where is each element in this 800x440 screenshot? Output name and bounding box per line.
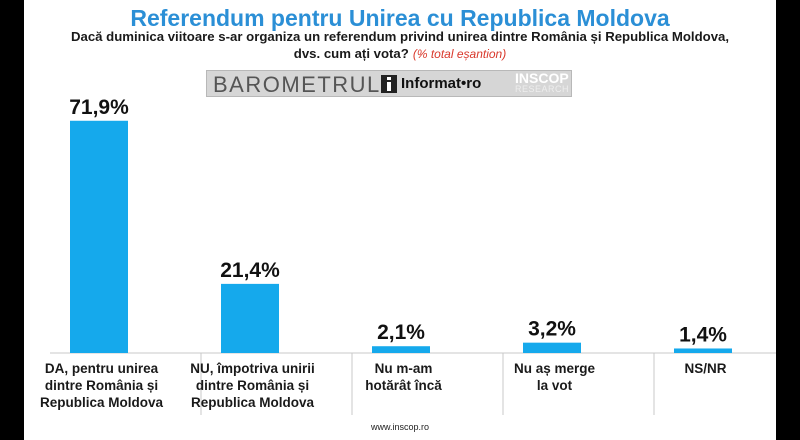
bar: [372, 346, 430, 353]
inscop-logo: INSCOP: [515, 70, 569, 86]
chart-card: Referendum pentru Unirea cu Republica Mo…: [24, 0, 776, 440]
category-label: NU, împotriva unirii dintre România și Rep…: [190, 361, 315, 410]
bar-value-label: 21,4%: [220, 259, 280, 282]
bar-value-label: 3,2%: [528, 318, 576, 341]
category-label: Nu m-am hotărât încă: [365, 361, 442, 393]
source-url: www.inscop.ro: [370, 422, 430, 432]
bar: [523, 342, 581, 353]
bar: [70, 120, 128, 353]
bar-value-label: 2,1%: [377, 321, 425, 344]
bar-value-label: 1,4%: [679, 323, 727, 346]
chart-question: Dacă duminica viitoare s-ar organiza un …: [64, 28, 736, 63]
bar: [221, 283, 279, 353]
informat-logo: Informat•ro: [401, 75, 482, 92]
category-labels: DA, pentru unirea dintre România și Republ…: [26, 360, 780, 420]
barometer-logo-text: BAROMETRUL: [213, 72, 381, 97]
info-icon: [381, 75, 397, 93]
bar: [674, 348, 732, 353]
category-label: Nu aș merge la vot: [513, 361, 596, 393]
bar-value-label: 71,9%: [69, 96, 129, 119]
category-label: DA, pentru unirea dintre România și Republ…: [39, 361, 164, 410]
chart-title: Referendum pentru Unirea cu Republica Mo…: [130, 5, 670, 31]
question-text: Dacă duminica viitoare s-ar organiza un …: [70, 29, 730, 61]
inscop-research-label: RESEARCH: [515, 84, 570, 94]
sponsor-banner: BAROMETRUL Informat•ro INSCOP RESEARCH: [206, 70, 572, 97]
category-label: NS/NR: [684, 361, 727, 376]
bar-chart: 71,9% 21,4% 2,1% 3,2% 1,4%: [50, 96, 776, 415]
sample-note: (% total eșantion): [412, 47, 507, 61]
